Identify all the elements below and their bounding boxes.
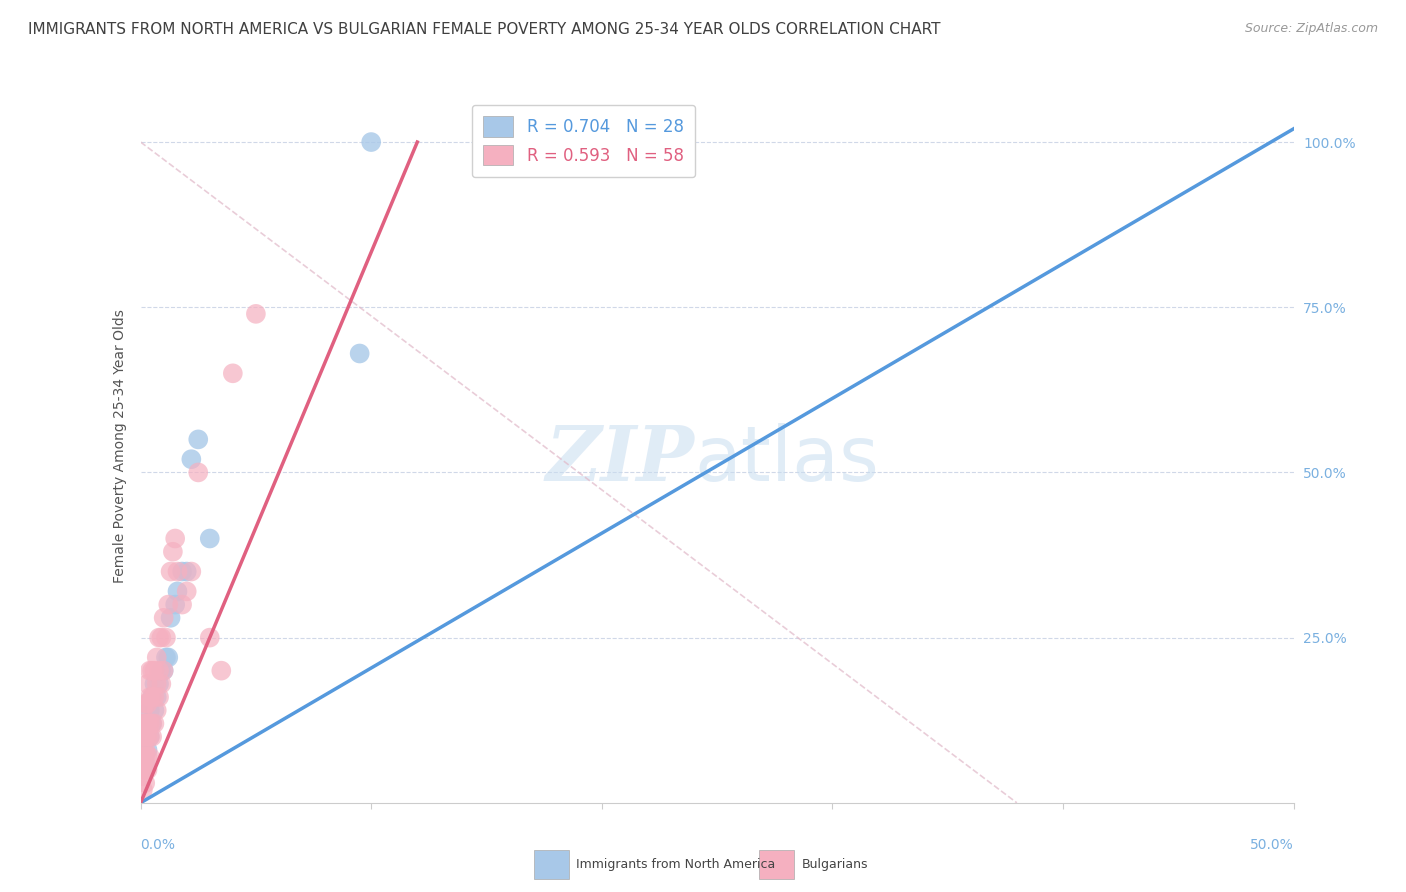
Point xyxy=(157,598,180,612)
Point xyxy=(141,664,163,678)
Point xyxy=(148,677,170,691)
Point xyxy=(143,677,166,691)
Point xyxy=(166,584,188,599)
Point xyxy=(187,433,209,447)
Point xyxy=(155,631,177,645)
Point xyxy=(159,565,181,579)
Point xyxy=(132,763,155,777)
Text: 50.0%: 50.0% xyxy=(1250,838,1294,853)
Y-axis label: Female Poverty Among 25-34 Year Olds: Female Poverty Among 25-34 Year Olds xyxy=(112,309,127,583)
Point xyxy=(132,716,155,731)
Point xyxy=(148,631,170,645)
Point xyxy=(209,664,232,678)
Text: atlas: atlas xyxy=(695,424,879,497)
Point xyxy=(132,743,155,757)
Point xyxy=(139,730,162,744)
Point xyxy=(162,545,184,559)
Point xyxy=(150,631,173,645)
Text: Immigrants from North America: Immigrants from North America xyxy=(576,858,776,871)
Text: Bulgarians: Bulgarians xyxy=(801,858,868,871)
Point xyxy=(172,598,194,612)
Point xyxy=(150,677,173,691)
Point xyxy=(134,730,156,744)
Point xyxy=(132,730,155,744)
Text: 0.0%: 0.0% xyxy=(141,838,176,853)
Point xyxy=(166,565,188,579)
Point xyxy=(136,716,159,731)
Point xyxy=(134,716,156,731)
Point xyxy=(152,664,174,678)
Point xyxy=(349,346,371,360)
Point xyxy=(152,664,174,678)
Point xyxy=(136,697,159,711)
Point xyxy=(180,565,202,579)
Point xyxy=(134,697,156,711)
Point xyxy=(187,466,209,480)
Point xyxy=(139,703,162,717)
Point xyxy=(139,664,162,678)
Point xyxy=(132,749,155,764)
Point xyxy=(134,730,156,744)
Point xyxy=(139,730,162,744)
Point xyxy=(132,743,155,757)
Point xyxy=(143,690,166,704)
Point xyxy=(141,716,163,731)
Point xyxy=(360,135,382,149)
Point xyxy=(172,565,194,579)
Text: IMMIGRANTS FROM NORTH AMERICA VS BULGARIAN FEMALE POVERTY AMONG 25-34 YEAR OLDS : IMMIGRANTS FROM NORTH AMERICA VS BULGARI… xyxy=(28,22,941,37)
Point xyxy=(198,532,221,546)
Point xyxy=(134,749,156,764)
Point xyxy=(134,743,156,757)
Point xyxy=(136,749,159,764)
Point xyxy=(148,690,170,704)
Point xyxy=(152,611,174,625)
Text: ZIP: ZIP xyxy=(546,424,695,497)
Point xyxy=(165,598,187,612)
Point xyxy=(136,730,159,744)
Point xyxy=(143,716,166,731)
Point xyxy=(145,650,167,665)
Point xyxy=(180,452,202,467)
Point xyxy=(139,749,162,764)
Point xyxy=(245,307,267,321)
Point xyxy=(145,690,167,704)
Point xyxy=(132,782,155,797)
Point xyxy=(141,730,163,744)
Point xyxy=(134,763,156,777)
Point xyxy=(139,716,162,731)
Point xyxy=(157,650,180,665)
Point xyxy=(141,690,163,704)
Point xyxy=(198,631,221,645)
Point xyxy=(222,367,245,381)
Point xyxy=(141,690,163,704)
Legend: R = 0.704   N = 28, R = 0.593   N = 58: R = 0.704 N = 28, R = 0.593 N = 58 xyxy=(472,104,696,177)
Point xyxy=(150,664,173,678)
Point xyxy=(143,664,166,678)
Point xyxy=(136,677,159,691)
Point xyxy=(136,716,159,731)
Point xyxy=(145,677,167,691)
Point xyxy=(134,756,156,771)
Point xyxy=(136,763,159,777)
Point xyxy=(176,584,198,599)
Text: Source: ZipAtlas.com: Source: ZipAtlas.com xyxy=(1244,22,1378,36)
Point xyxy=(132,769,155,783)
Point xyxy=(155,650,177,665)
Point xyxy=(136,743,159,757)
Point xyxy=(132,763,155,777)
Point xyxy=(139,690,162,704)
Point xyxy=(134,776,156,790)
Point xyxy=(145,703,167,717)
Point xyxy=(132,703,155,717)
Point xyxy=(143,703,166,717)
Point xyxy=(141,716,163,731)
Point xyxy=(176,565,198,579)
Point xyxy=(159,611,181,625)
Point xyxy=(132,756,155,771)
Point xyxy=(165,532,187,546)
Point xyxy=(148,664,170,678)
